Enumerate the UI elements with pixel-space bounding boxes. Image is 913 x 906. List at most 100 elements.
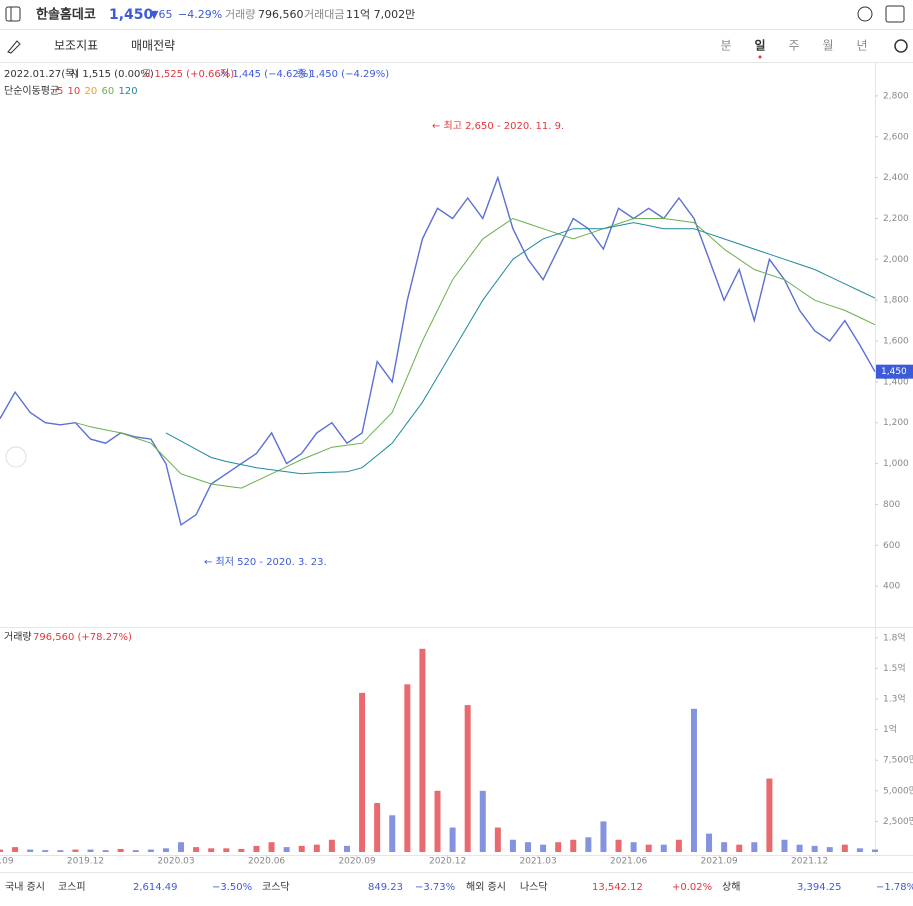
volume-bar (690, 708, 697, 852)
ma-line (75, 217, 876, 489)
y-tick-label: 800 (883, 500, 900, 510)
footer-kosdaq-pct: −3.73% (415, 882, 455, 893)
y-tick-label: 5,000만 (883, 785, 913, 796)
volume-bar (736, 844, 743, 852)
volume-bar (374, 803, 381, 852)
indicator-button[interactable]: 보조지표 (54, 39, 98, 53)
ma-legend-item: 5 (57, 86, 63, 97)
period-tab[interactable]: 년 (856, 39, 867, 53)
volume-bar (751, 842, 758, 852)
y-tick-label: 1.5억 (883, 662, 906, 674)
more-button[interactable] (857, 6, 873, 22)
last-price-box (876, 364, 913, 379)
footer-kosdaq: 코스닥 (262, 881, 290, 893)
settings-button[interactable] (894, 39, 908, 53)
volume-bar (223, 848, 230, 852)
y-tick-label: 2,000 (883, 255, 909, 265)
ma-title: 단순이동평균 (4, 85, 59, 97)
volume-bar (298, 845, 305, 852)
layout-button[interactable] (885, 5, 905, 23)
volume: 796,560 (258, 8, 304, 21)
period-tab[interactable]: 월 (822, 39, 833, 53)
y-tick-label: 1.3억 (883, 692, 906, 704)
footer-kospi-pct: −3.50% (212, 882, 252, 893)
volume-bar (449, 827, 456, 852)
y-tick-label: 1,400 (883, 377, 909, 387)
volume-value-label: 796,560 (+78.27%) (33, 632, 132, 643)
volume-bar (328, 839, 335, 852)
y-tick-label: 2,500만 (883, 816, 913, 827)
volume-label: 거래량 (225, 8, 255, 21)
period-tab[interactable]: 주 (788, 39, 799, 53)
volume-bar (841, 844, 848, 852)
info-open: 시 1,515 (0.00%) (70, 68, 154, 80)
volume-bar (706, 833, 713, 852)
y-tick-label: 600 (883, 541, 900, 551)
volume-bar (178, 842, 185, 852)
amount: 11억 7,002만 (346, 8, 415, 21)
price: 1,450 (109, 7, 154, 23)
period-tab[interactable]: 분 (720, 39, 731, 53)
y-tick-label: 2,600 (883, 132, 909, 142)
volume-bar (675, 839, 682, 852)
volume-bar (509, 839, 516, 852)
volume-bar (147, 849, 154, 852)
volume-bar (12, 847, 19, 852)
volume-bar (132, 850, 139, 852)
volume-bar (826, 847, 833, 852)
footer-domestic: 국내 증시 (5, 881, 45, 893)
footer-kospi-value: 2,614.49 (133, 882, 178, 893)
volume-bar (117, 848, 124, 852)
footer-nasdaq: 나스닥 (520, 881, 548, 893)
ma-legend-item: 10 (68, 86, 81, 97)
volume-bar (464, 705, 471, 852)
sidebar-icon[interactable] (5, 6, 21, 22)
change-pct: −4.29% (178, 8, 222, 21)
footer-kospi: 코스피 (58, 881, 86, 893)
info-high: 고 1,525 (+0.66%) (142, 69, 234, 80)
y-tick-label: 2,800 (883, 91, 909, 101)
volume-bar (615, 839, 622, 852)
volume-title: 거래량 (4, 631, 32, 643)
volume-bar (253, 845, 260, 852)
x-tick-label: 2021.06 (610, 857, 647, 867)
footer-nasdaq-pct: +0.02% (672, 882, 712, 893)
y-tick-label: 1.8억 (883, 631, 906, 643)
footer-shanghai-pct: −1.78% (876, 882, 913, 893)
footer-shanghai-value: 3,394.25 (797, 882, 842, 893)
volume-bar (343, 845, 350, 852)
volume-bar (645, 844, 652, 852)
volume-bar (27, 849, 34, 852)
volume-bar (660, 844, 667, 852)
volume-bar (434, 790, 441, 852)
price-line (0, 175, 876, 527)
period-tab[interactable]: 일 (754, 39, 765, 53)
x-tick-label: 2019.09 (0, 857, 14, 867)
ma-legend-item: 120 (119, 86, 138, 97)
low-annotation: ← 최저 520 - 2020. 3. 23. (204, 556, 327, 568)
volume-bar (796, 844, 803, 852)
draw-tool[interactable] (7, 40, 21, 54)
volume-bar (872, 849, 878, 852)
scroll-button[interactable] (5, 446, 27, 468)
info-close: 종 1,450 (−4.29%) (297, 68, 389, 80)
volume-bar (87, 849, 94, 852)
y-tick-label: 400 (883, 582, 900, 592)
footer-shanghai: 상해 (722, 880, 740, 893)
volume-bar (479, 790, 486, 852)
volume-bar (781, 839, 788, 852)
volume-bar (0, 849, 3, 852)
strategy-button[interactable]: 매매전략 (131, 39, 175, 53)
volume-bar (721, 842, 728, 852)
last-price-label: 1,450 (881, 367, 907, 377)
volume-bar (42, 850, 49, 852)
y-tick-label: 1,000 (883, 459, 909, 469)
change: ▼65 (150, 8, 172, 21)
volume-bar (555, 842, 562, 852)
y-tick-label: 1,200 (883, 418, 909, 428)
x-tick-label: 2020.03 (157, 857, 194, 867)
volume-bar (238, 848, 245, 852)
volume-bar (766, 778, 773, 852)
volume-bar (313, 844, 320, 852)
